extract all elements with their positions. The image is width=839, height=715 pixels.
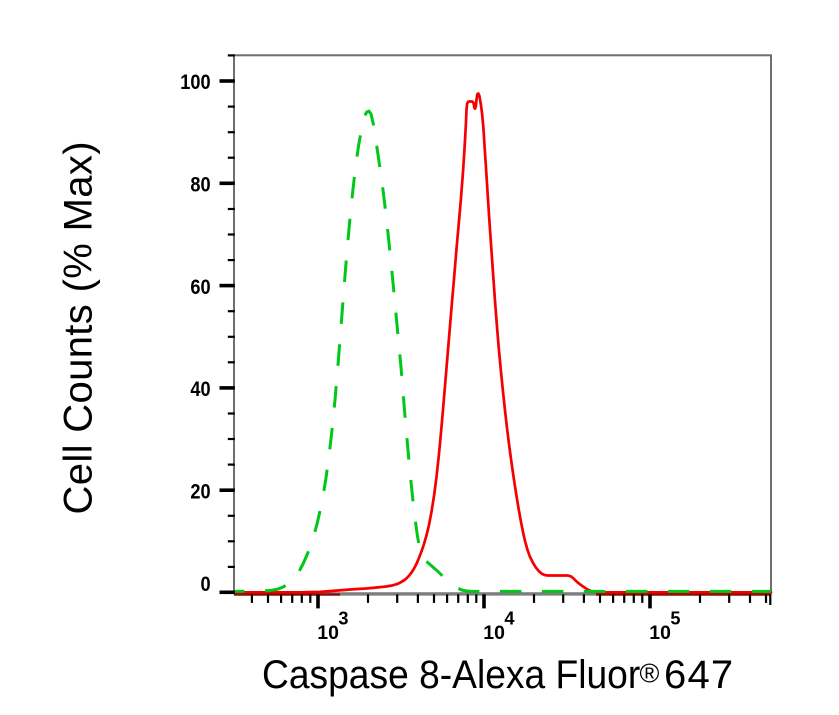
- svg-text:®: ®: [640, 659, 660, 689]
- svg-text:5: 5: [670, 609, 680, 629]
- svg-text:100: 100: [180, 71, 210, 95]
- svg-text:647: 647: [664, 653, 734, 697]
- svg-text:3: 3: [338, 609, 348, 629]
- svg-text:Cell Counts (% Max): Cell Counts (% Max): [57, 141, 101, 514]
- svg-text:10: 10: [483, 622, 505, 644]
- svg-text:4: 4: [504, 609, 515, 629]
- svg-text:60: 60: [190, 275, 210, 299]
- svg-text:40: 40: [190, 378, 210, 402]
- svg-text:80: 80: [190, 173, 210, 197]
- svg-text:10: 10: [649, 622, 671, 644]
- svg-text:20: 20: [190, 480, 210, 504]
- svg-text:10: 10: [317, 622, 339, 644]
- svg-text:0: 0: [200, 573, 210, 597]
- svg-text:Caspase 8-Alexa Fluor: Caspase 8-Alexa Fluor: [262, 653, 640, 698]
